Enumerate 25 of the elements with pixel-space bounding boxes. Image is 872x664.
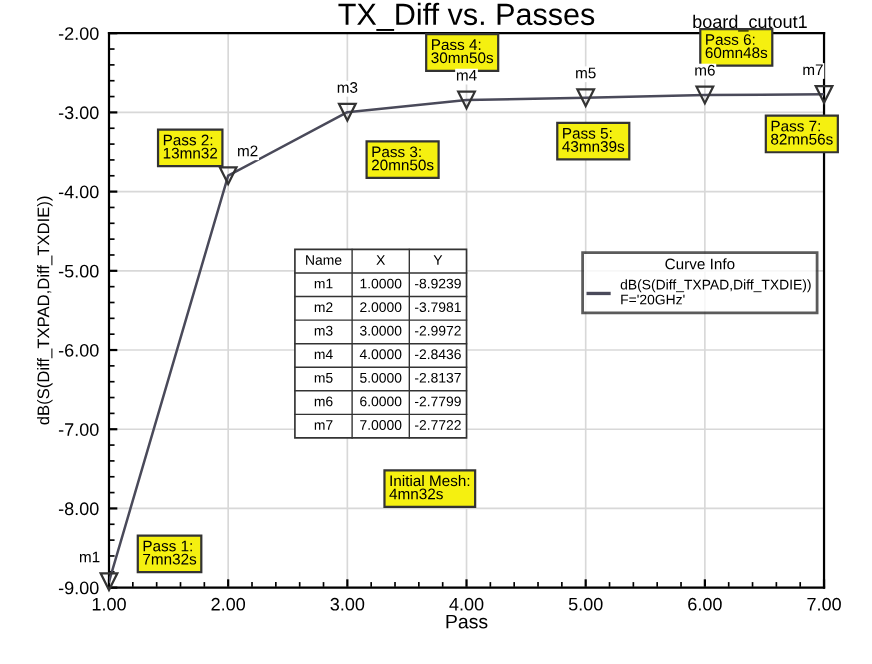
y-tick-label: -5.00 [58,264,99,278]
y-tick-label: -3.00 [58,106,99,120]
chart-title: TX_Diff vs. Passes [338,2,595,31]
x-tick-label: 4.00 [449,597,484,611]
point [814,84,834,104]
point [218,166,238,186]
point [457,90,476,110]
x-tick-label: 3.00 [330,597,365,611]
x-tick-label: 2.00 [211,597,246,611]
point [337,102,357,122]
x-tick-label: 6.00 [688,597,722,611]
y-tick-label: -7.00 [58,423,99,436]
x-tick-label: 1.00 [92,597,126,611]
y-tick-label: -6.00 [58,343,99,357]
x-tick-label: 5.00 [568,597,603,611]
y-tick-label: -9.00 [58,581,99,595]
y-tick-label: -8.00 [58,502,99,516]
text: board_cutout1 [693,14,807,32]
point [576,88,596,108]
y-tick-label: -4.00 [58,185,99,199]
point [695,85,715,105]
y-tick-label: -2.00 [58,27,99,40]
y-axis-title: dB(S(Diff_TXPAD,Diff_TXDIE)) [37,196,53,425]
x-tick-label: 7.00 [807,597,841,611]
x-axis-title: Pass [446,614,488,629]
